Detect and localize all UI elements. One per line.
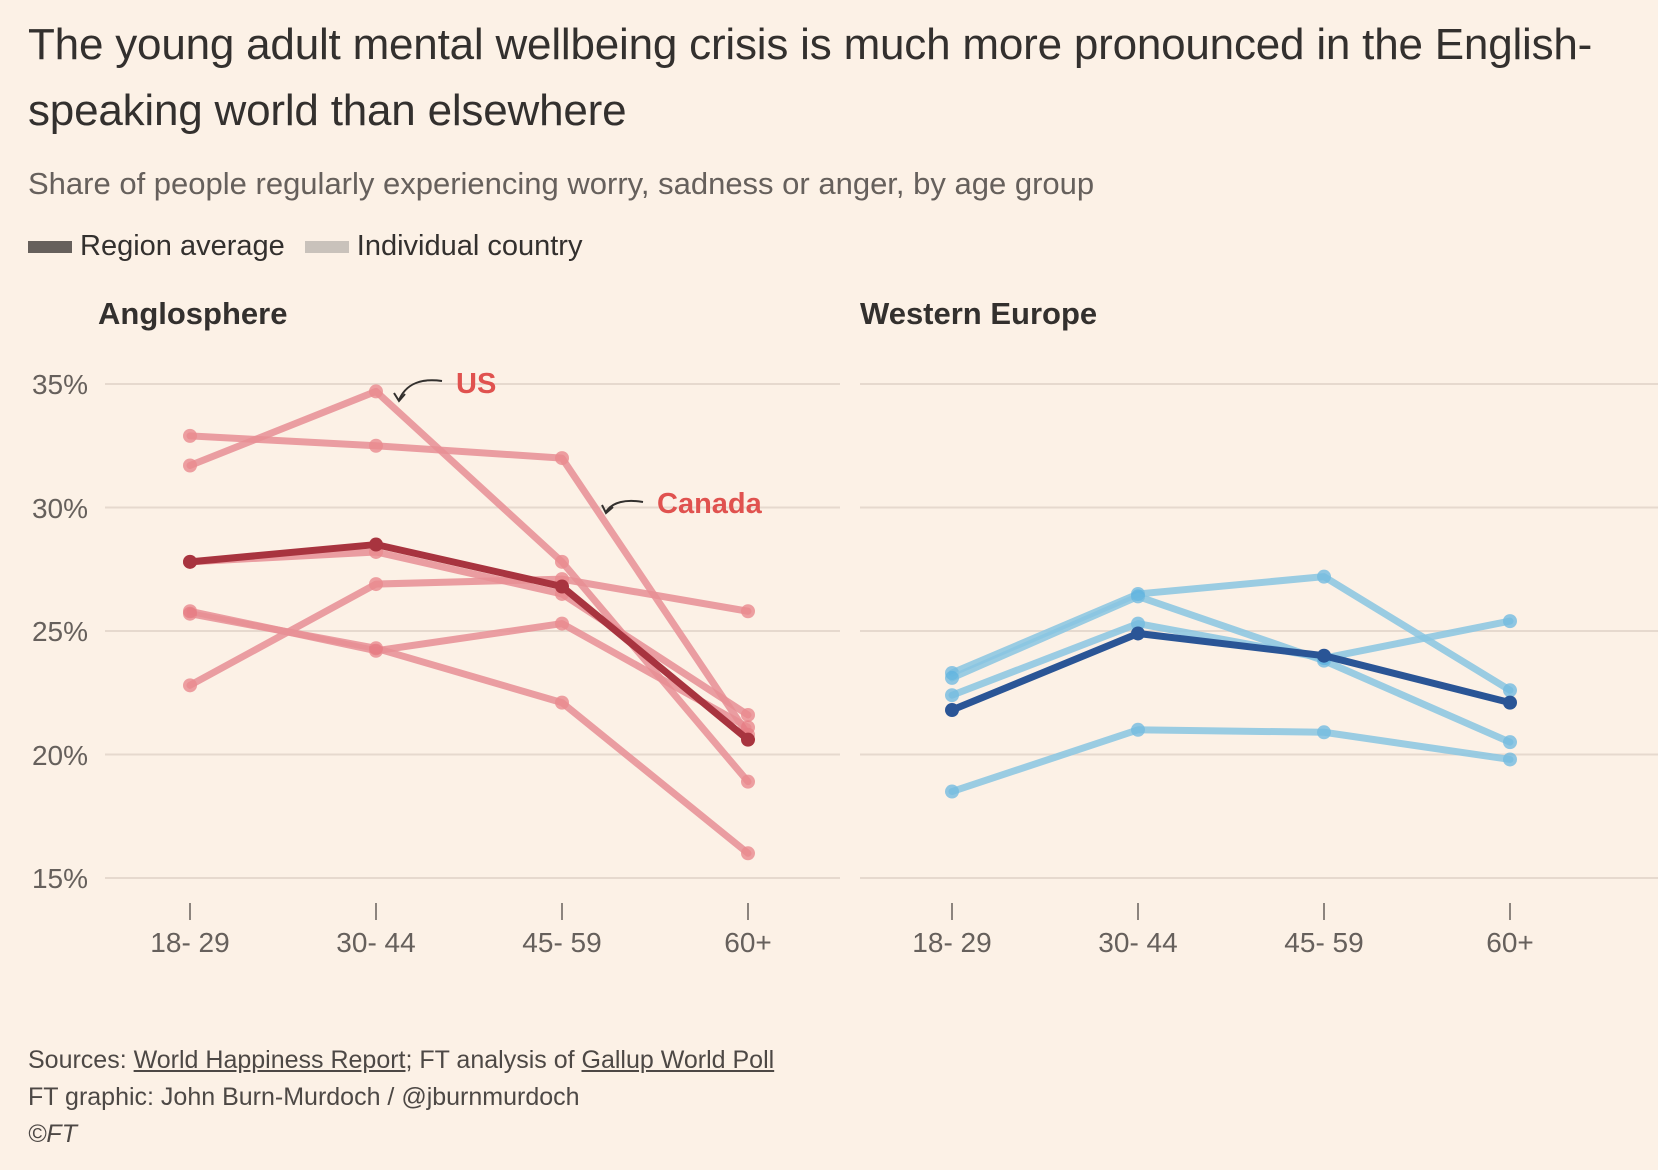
data-point-country-w4-3: [1503, 752, 1517, 767]
data-point-country-d-1: [369, 577, 383, 592]
panel-title-western-europe: Western Europe: [860, 296, 1097, 331]
source-link-world-happiness-report[interactable]: World Happiness Report: [133, 1046, 406, 1074]
legend: Region average Individual country: [28, 230, 602, 263]
series-line-country-w3: [948, 617, 1514, 699]
data-point-region-average-0: [183, 554, 197, 569]
y-tick-label: 25%: [32, 616, 88, 647]
legend-item-individual-country: Individual country: [304, 230, 583, 263]
chart-area: Anglosphere Western Europe 35% 30% 25% 2…: [32, 296, 1658, 958]
x-tick-label: 18- 29: [150, 927, 229, 958]
legend-label-individual-country: Individual country: [356, 230, 583, 262]
series-line-country-w2: [948, 592, 1514, 746]
data-point-country-c-3: [741, 707, 755, 722]
chart-subtitle: Share of people regularly experiencing w…: [28, 166, 1095, 201]
footer: Sources: World Happiness Report; FT anal…: [28, 1042, 774, 1153]
data-point-country-w1-2: [1317, 569, 1331, 584]
series-country-c: [183, 544, 755, 722]
data-point-region-average-3: [741, 732, 755, 747]
sources-prefix: Sources:: [28, 1046, 134, 1074]
data-point-us-1: [369, 384, 383, 399]
copyright: ©FT: [28, 1120, 77, 1148]
data-point-country-w2-3: [1503, 735, 1517, 750]
data-point-canada-0: [183, 428, 197, 443]
data-point-country-f-2: [555, 695, 569, 710]
data-point-canada-2: [555, 451, 569, 466]
data-point-country-w4-2: [1317, 725, 1331, 740]
series-region-average: [945, 626, 1517, 718]
series-line-country-w4: [948, 726, 1514, 796]
data-point-country-e-3: [741, 720, 755, 735]
data-point-country-w4-0: [945, 784, 959, 799]
panel-title-anglosphere: Anglosphere: [98, 296, 287, 331]
x-tick-label: 18- 29: [912, 927, 991, 958]
annotation-arrow-us: [398, 379, 443, 401]
y-tick-label: 30%: [32, 493, 88, 524]
annotation-label-us: US: [456, 368, 496, 400]
series-line-country-f: [186, 610, 752, 857]
data-point-region-average-2: [1317, 648, 1331, 663]
source-link-gallup-world-poll[interactable]: Gallup World Poll: [581, 1046, 775, 1074]
x-tick-label: 30- 44: [336, 927, 415, 958]
series-line-region-average: [948, 629, 1514, 714]
data-point-country-w2-1: [1131, 589, 1145, 604]
legend-item-region-average: Region average: [28, 230, 285, 263]
series-line-country-c: [186, 548, 752, 719]
annotation-us: US: [393, 368, 496, 403]
data-point-country-w4-1: [1131, 722, 1145, 737]
data-point-region-average-3: [1503, 695, 1517, 710]
data-point-us-0: [183, 458, 197, 473]
data-point-country-f-0: [183, 606, 197, 621]
data-point-country-e-2: [555, 616, 569, 631]
annotation-arrowhead-canada: [601, 504, 614, 515]
sources-line: Sources: World Happiness Report; FT anal…: [28, 1042, 774, 1079]
data-point-country-w1-3: [1503, 683, 1517, 698]
chart-title: The young adult mental wellbeing crisis …: [28, 20, 1593, 135]
legend-label-region-average: Region average: [80, 230, 285, 262]
annotation-canada: Canada: [601, 488, 763, 520]
legend-swatch-individual-country: [304, 240, 349, 253]
data-point-region-average-0: [945, 703, 959, 718]
data-point-region-average-2: [555, 579, 569, 594]
series-country-w4: [945, 722, 1517, 799]
data-point-region-average-1: [369, 537, 383, 552]
x-tick-label: 45- 59: [1284, 927, 1363, 958]
y-tick-label: 15%: [32, 863, 88, 894]
annotation-arrow-canada: [605, 499, 644, 513]
data-point-country-w3-3: [1503, 614, 1517, 629]
series-country-w2: [945, 589, 1517, 750]
data-point-us-3: [741, 774, 755, 789]
data-point-canada-1: [369, 438, 383, 453]
data-point-us-2: [555, 554, 569, 569]
sources-middle: ; FT analysis of: [405, 1046, 582, 1074]
annotation-label-canada: Canada: [657, 488, 763, 520]
series-us: [183, 384, 755, 789]
data-point-country-f-3: [741, 846, 755, 861]
data-point-country-w2-0: [945, 670, 959, 685]
data-point-country-d-0: [183, 678, 197, 693]
graphic-credit: FT graphic: John Burn-Murdoch / @jburnmu…: [28, 1083, 580, 1111]
series-line-region-average: [186, 541, 752, 744]
data-point-country-d-3: [741, 604, 755, 619]
x-tick-label: 60+: [724, 927, 772, 958]
y-tick-label: 20%: [32, 740, 88, 771]
annotation-arrowhead-us: [393, 392, 406, 403]
data-point-country-w3-0: [945, 688, 959, 703]
data-point-country-f-1: [369, 641, 383, 656]
series-country-f: [183, 606, 755, 861]
data-point-region-average-1: [1131, 626, 1145, 641]
y-tick-label: 35%: [32, 369, 88, 400]
series-line-country-d: [186, 575, 752, 689]
data-point-country-w3-1: [1131, 616, 1145, 631]
series-region-average: [183, 537, 755, 747]
x-tick-label: 60+: [1486, 927, 1534, 958]
legend-swatch-region-average: [28, 240, 72, 253]
x-tick-label: 45- 59: [522, 927, 601, 958]
x-tick-label: 30- 44: [1098, 927, 1177, 958]
